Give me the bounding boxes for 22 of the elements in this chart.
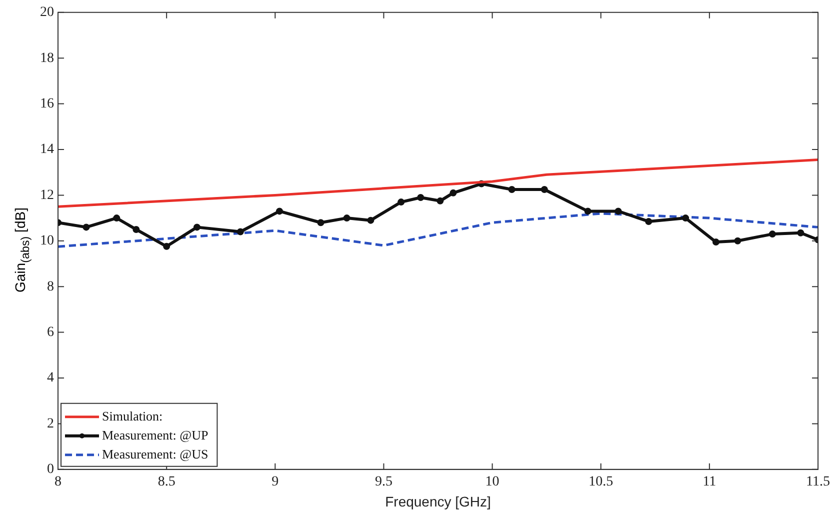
x-tick-label: 10 [485,474,500,490]
x-axis-title: Frequency [GHz] [385,493,491,510]
y-tick-label: 16 [40,96,54,112]
x-tick-label: 10.5 [588,474,614,490]
legend-label: Measurement: @UP [102,427,208,442]
y-tick-label: 14 [40,142,54,158]
y-tick-label: 0 [47,462,54,478]
y-tick-label: 8 [47,279,54,294]
x-tick-label: 11.5 [806,474,830,490]
legend-label: Simulation: [102,408,163,424]
y-tick-label: 20 [40,5,54,20]
y-tick-label: 2 [47,416,54,432]
y-tick-label: 12 [40,188,54,203]
legend-label: Measurement: @US [102,446,208,462]
y-tick-label: 4 [47,370,54,386]
x-tick-label: 9 [272,474,279,490]
x-tick-label: 11 [702,474,716,490]
x-tick-label: 9.5 [374,474,392,490]
y-tick-label: 6 [47,324,54,340]
y-tick-label: 18 [40,50,54,66]
x-tick-label: 8.5 [158,474,176,490]
y-tick-label: 10 [40,234,54,249]
